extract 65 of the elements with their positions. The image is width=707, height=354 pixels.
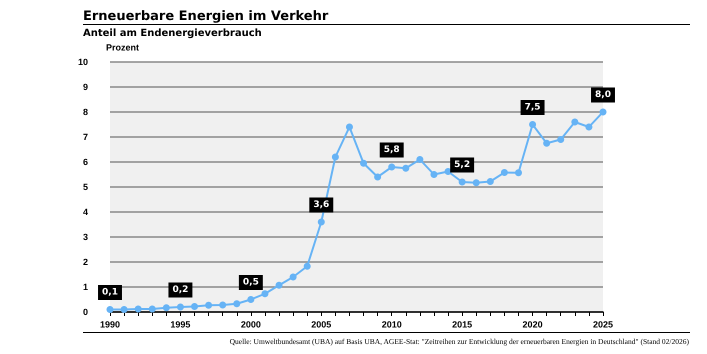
y-tick-label: 5 [82, 182, 88, 192]
x-tick-label: 2005 [311, 320, 332, 330]
data-label: 8,0 [595, 90, 611, 100]
point [360, 160, 368, 167]
point [388, 164, 396, 170]
y-tick-label: 6 [82, 157, 88, 167]
x-tick-label: 2010 [382, 320, 402, 330]
x-tick-label: 2000 [240, 320, 261, 330]
point [304, 262, 311, 270]
x-tick-label: 1990 [100, 320, 120, 330]
data-label: 0,2 [172, 285, 188, 295]
point [176, 304, 184, 310]
y-axis-title: Prozent [106, 42, 140, 52]
point [458, 178, 466, 186]
y-tick-label: 3 [82, 232, 88, 242]
x-tick-label: 1995 [170, 320, 190, 330]
point [134, 306, 142, 312]
y-tick-label: 4 [82, 207, 88, 217]
point [261, 290, 268, 298]
point [205, 302, 212, 309]
data-label: 0,5 [242, 278, 259, 288]
point [430, 171, 438, 178]
point [557, 136, 564, 143]
point [219, 302, 226, 308]
y-tick-label: 0 [82, 307, 88, 317]
data-label: 5,2 [454, 160, 470, 170]
point [486, 178, 494, 185]
point [600, 108, 606, 116]
x-tick-label: 2020 [522, 320, 543, 330]
point [191, 303, 198, 310]
y-tick-label: 10 [78, 57, 88, 67]
point [276, 282, 283, 289]
data-label: 5,8 [384, 145, 400, 155]
point [500, 169, 508, 176]
point [402, 164, 410, 172]
chart-subtitle: Anteil am Endenergieverbrauch [83, 28, 262, 39]
point [106, 306, 114, 313]
point [472, 179, 480, 186]
point [233, 300, 240, 308]
y-tick-label: 9 [82, 82, 88, 92]
point [120, 306, 128, 313]
point [148, 306, 156, 312]
point [585, 124, 592, 130]
point [332, 154, 339, 160]
chart-title: Erneuerbare Energien im Verkehr [83, 9, 328, 24]
point [571, 118, 578, 126]
point [416, 156, 424, 163]
point [543, 140, 550, 147]
data-label: 0,1 [102, 288, 118, 298]
x-tick-label: 2015 [452, 320, 472, 330]
point [346, 124, 353, 130]
point [162, 304, 170, 312]
point [529, 121, 536, 128]
y-tick-label: 1 [82, 282, 88, 292]
data-label: 7,5 [524, 102, 541, 112]
point [374, 174, 382, 180]
data-label: 3,6 [313, 200, 330, 210]
point [514, 169, 522, 176]
point [318, 218, 325, 226]
point [247, 296, 254, 303]
point [290, 274, 297, 280]
y-tick-label: 7 [82, 132, 88, 142]
x-tick-label: 2025 [592, 320, 614, 330]
y-tick-label: 2 [82, 257, 88, 267]
y-tick-label: 8 [82, 107, 88, 117]
